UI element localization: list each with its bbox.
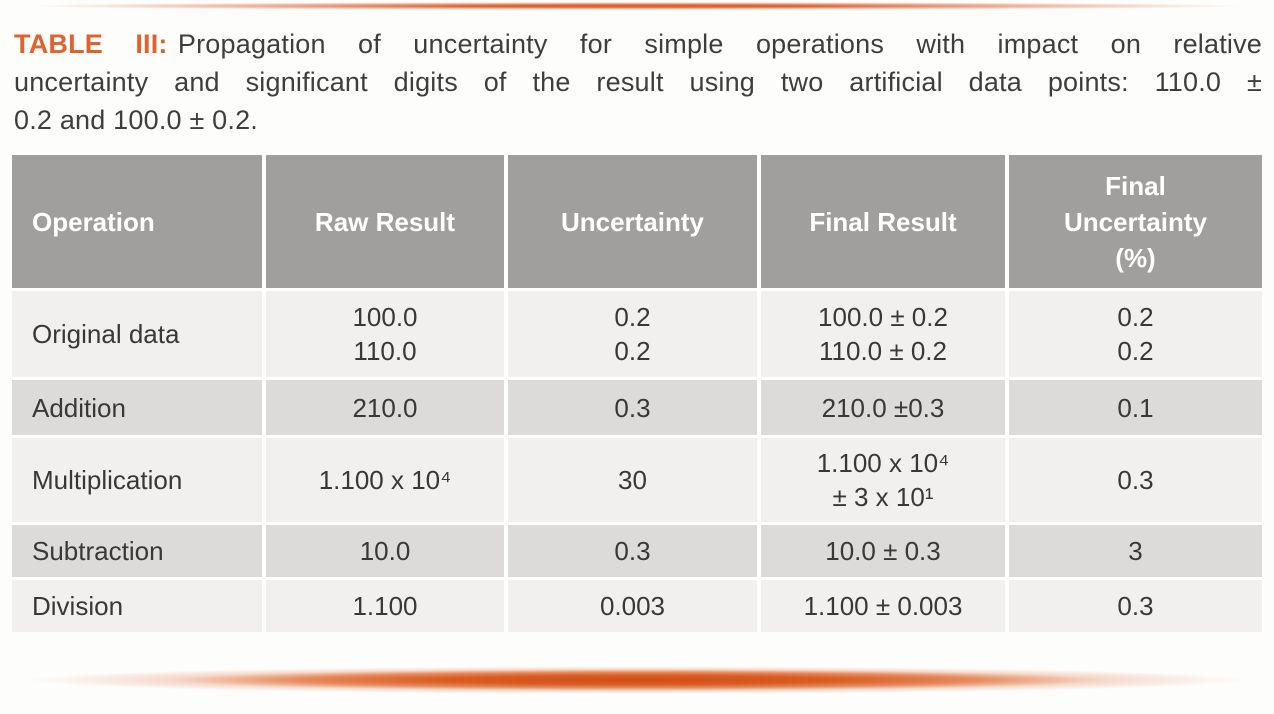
cell-operation: Addition [12, 380, 262, 435]
cell-final-uncertainty: 0.3 [1009, 580, 1262, 632]
cell-line: 0.003 [599, 591, 666, 621]
cell-raw-result: 1.100 x 10⁴ [266, 438, 504, 522]
cell-operation: Subtraction [12, 525, 262, 577]
cell-final-uncertainty: 0.2 0.2 [1009, 291, 1262, 377]
cell-operation: Original data [12, 291, 262, 377]
cell-line: 100.0 [352, 302, 418, 332]
cell-line: 1.100 ± 0.003 [803, 591, 963, 621]
top-divider-rule [22, 2, 1252, 10]
cell-final-result: 210.0 ±0.3 [761, 380, 1005, 435]
cell-line: Original data [32, 319, 180, 349]
cell-line: 110.0 [353, 336, 417, 366]
cell-line: 0.3 [1117, 591, 1154, 621]
cell-line: 0.1 [1117, 392, 1154, 423]
column-header-operation: Operation [12, 155, 262, 288]
cell-uncertainty: 0.2 0.2 [508, 291, 757, 377]
cell-raw-result: 210.0 [266, 380, 504, 435]
bottom-divider-rule [22, 666, 1252, 694]
cell-final-uncertainty: 0.3 [1009, 438, 1262, 522]
header-line: (%) [1115, 242, 1156, 273]
cell-line: 0.3 [614, 536, 651, 566]
caption-line-1: TABLE III: Propagation of uncertainty for… [14, 25, 1262, 63]
cell-raw-result: 10.0 [266, 525, 504, 577]
table-caption-label: TABLE III: [14, 29, 168, 59]
column-header-raw-result: Raw Result [266, 155, 504, 288]
cell-line: ± 3 x 10¹ [832, 482, 934, 512]
cell-uncertainty: 0.003 [508, 580, 757, 632]
caption-line-2: uncertainty and significant digits of th… [14, 67, 1262, 97]
header-line: Final [1105, 170, 1166, 201]
cell-uncertainty: 0.3 [508, 525, 757, 577]
cell-line: 110.0 ± 0.2 [819, 336, 947, 366]
cell-line: 0.2 [614, 302, 651, 332]
cell-line: 210.0 ±0.3 [821, 392, 945, 423]
cell-line: 30 [618, 465, 647, 495]
cell-final-uncertainty: 3 [1009, 525, 1262, 577]
cell-final-result: 100.0 ± 0.2 110.0 ± 0.2 [761, 291, 1005, 377]
cell-final-result: 1.100 x 10⁴ ± 3 x 10¹ [761, 438, 1005, 522]
header-line: Uncertainty [1063, 206, 1208, 237]
cell-line: 100.0 ± 0.2 [818, 302, 948, 332]
cell-operation: Division [12, 580, 262, 632]
cell-line: 3 [1128, 536, 1143, 566]
cell-line: Division [32, 591, 124, 621]
cell-uncertainty: 30 [508, 438, 757, 522]
cell-final-uncertainty: 0.1 [1009, 380, 1262, 435]
cell-line: 1.100 [352, 591, 418, 621]
cell-line: 0.2 [1117, 336, 1154, 366]
cell-line: 1.100 x 10⁴ [318, 465, 452, 495]
table-caption: TABLE III: Propagation of uncertainty for… [14, 25, 1262, 139]
caption-line-3: 0.2 and 100.0 ± 0.2. [14, 105, 259, 135]
cell-line: 0.3 [1117, 465, 1154, 495]
uncertainty-propagation-table: Operation Raw Result Uncertainty Final R… [12, 155, 1262, 632]
cell-raw-result: 1.100 [266, 580, 504, 632]
cell-line: 210.0 [352, 392, 418, 423]
cell-line: 1.100 x 10⁴ [816, 448, 950, 478]
cell-uncertainty: 0.3 [508, 380, 757, 435]
header-line: Operation [32, 206, 155, 237]
cell-line: Addition [32, 392, 126, 423]
caption-line-1-text: Propagation of uncertainty for simple op… [177, 29, 1263, 59]
column-header-final-uncertainty: Final Uncertainty (%) [1009, 155, 1262, 288]
cell-line: 0.2 [614, 336, 651, 366]
cell-final-result: 1.100 ± 0.003 [761, 580, 1005, 632]
header-line: Raw Result [314, 206, 456, 237]
column-header-final-result: Final Result [761, 155, 1005, 288]
cell-line: 10.0 [359, 536, 411, 566]
cell-raw-result: 100.0 110.0 [266, 291, 504, 377]
cell-line: 0.2 [1117, 302, 1154, 332]
cell-line: 10.0 ± 0.3 [825, 536, 941, 566]
cell-final-result: 10.0 ± 0.3 [761, 525, 1005, 577]
cell-line: Subtraction [32, 536, 164, 566]
cell-line: Multiplication [32, 465, 183, 495]
cell-line: 0.3 [614, 392, 651, 423]
header-line: Uncertainty [560, 206, 705, 237]
cell-operation: Multiplication [12, 438, 262, 522]
header-line: Final Result [809, 206, 957, 237]
column-header-uncertainty: Uncertainty [508, 155, 757, 288]
